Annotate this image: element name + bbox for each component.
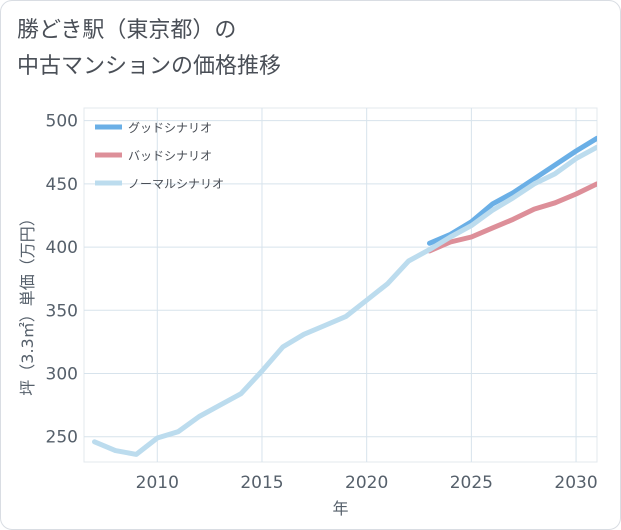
y-tick-label: 250 [46, 428, 78, 448]
series-line-2 [92, 144, 597, 457]
y-tick-label: 350 [46, 301, 78, 321]
legend-label-2: ノーマルシナリオ [128, 177, 224, 191]
y-axis-label: 坪（3.3㎡）単価（万円） [18, 210, 37, 395]
chart-title-line2: 中古マンションの価格推移 [17, 54, 282, 79]
x-tick-label: 2020 [345, 473, 388, 493]
x-tick-label: 2030 [554, 473, 597, 493]
tick-labels: 2010 2015 2020 2025 2030 250 300 350 400 450 500 [46, 112, 598, 493]
x-tick-label: 2010 [136, 473, 179, 493]
x-tick-label: 2015 [240, 473, 283, 493]
x-tick-label: 2025 [450, 473, 493, 493]
series-line-1 [427, 181, 597, 254]
y-tick-label: 500 [46, 112, 78, 132]
y-tick-label: 450 [46, 175, 78, 195]
grid-lines [83, 107, 598, 463]
chart-title-line1: 勝どき駅（東京都）の [17, 18, 237, 43]
y-tick-label: 300 [46, 365, 78, 385]
legend-label-0: グッドシナリオ [128, 121, 212, 135]
x-axis-label: 年 [332, 499, 348, 518]
chart-title: 勝どき駅（東京都）の 中古マンションの価格推移 [17, 13, 281, 85]
legend-label-1: バッドシナリオ [128, 149, 212, 163]
series-line-0 [427, 135, 597, 246]
plot-area-border [83, 107, 598, 463]
y-tick-label: 400 [46, 238, 78, 258]
series-lines [92, 135, 597, 457]
